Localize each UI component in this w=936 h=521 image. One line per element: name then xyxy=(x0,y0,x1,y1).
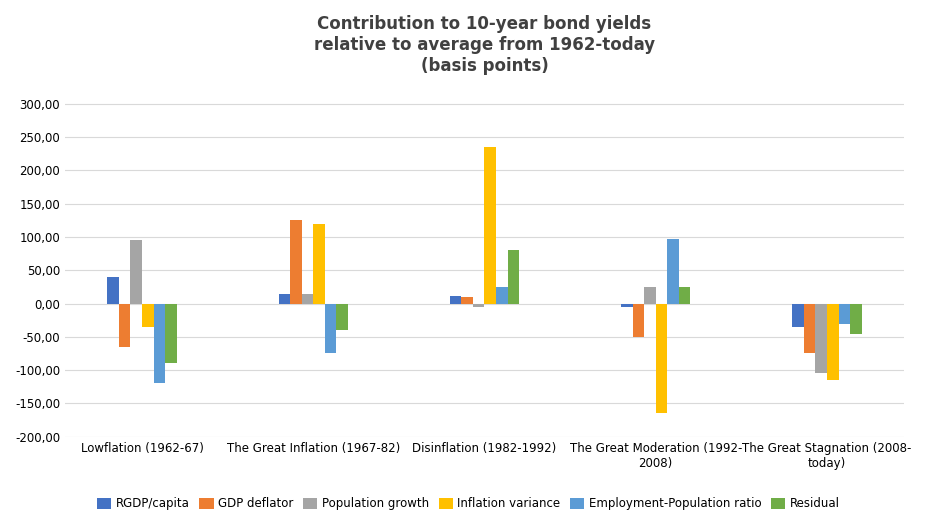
Bar xyxy=(679,287,690,304)
Bar xyxy=(484,147,495,304)
Bar xyxy=(142,304,154,327)
Title: Contribution to 10-year bond yields
relative to average from 1962-today
(basis p: Contribution to 10-year bond yields rela… xyxy=(314,15,654,75)
Bar xyxy=(154,304,165,383)
Bar xyxy=(130,240,142,304)
Bar xyxy=(313,224,325,304)
Bar xyxy=(290,220,301,304)
Bar xyxy=(803,304,814,353)
Bar xyxy=(655,304,666,413)
Bar xyxy=(621,304,632,307)
Bar xyxy=(838,304,849,324)
Bar xyxy=(666,239,679,304)
Bar xyxy=(278,293,290,304)
Bar xyxy=(791,304,803,327)
Bar xyxy=(826,304,838,380)
Bar xyxy=(449,295,461,304)
Bar xyxy=(495,287,507,304)
Bar xyxy=(814,304,826,374)
Bar xyxy=(849,304,861,333)
Bar xyxy=(473,304,484,307)
Bar xyxy=(336,304,347,330)
Bar xyxy=(165,304,177,364)
Bar xyxy=(643,287,655,304)
Bar xyxy=(325,304,336,353)
Legend: RGDP/capita, GDP deflator, Population growth, Inflation variance, Employment-Pop: RGDP/capita, GDP deflator, Population gr… xyxy=(93,493,843,515)
Bar xyxy=(108,277,119,304)
Bar xyxy=(301,293,313,304)
Bar xyxy=(507,250,519,304)
Bar xyxy=(119,304,130,347)
Bar xyxy=(632,304,643,337)
Bar xyxy=(461,297,473,304)
